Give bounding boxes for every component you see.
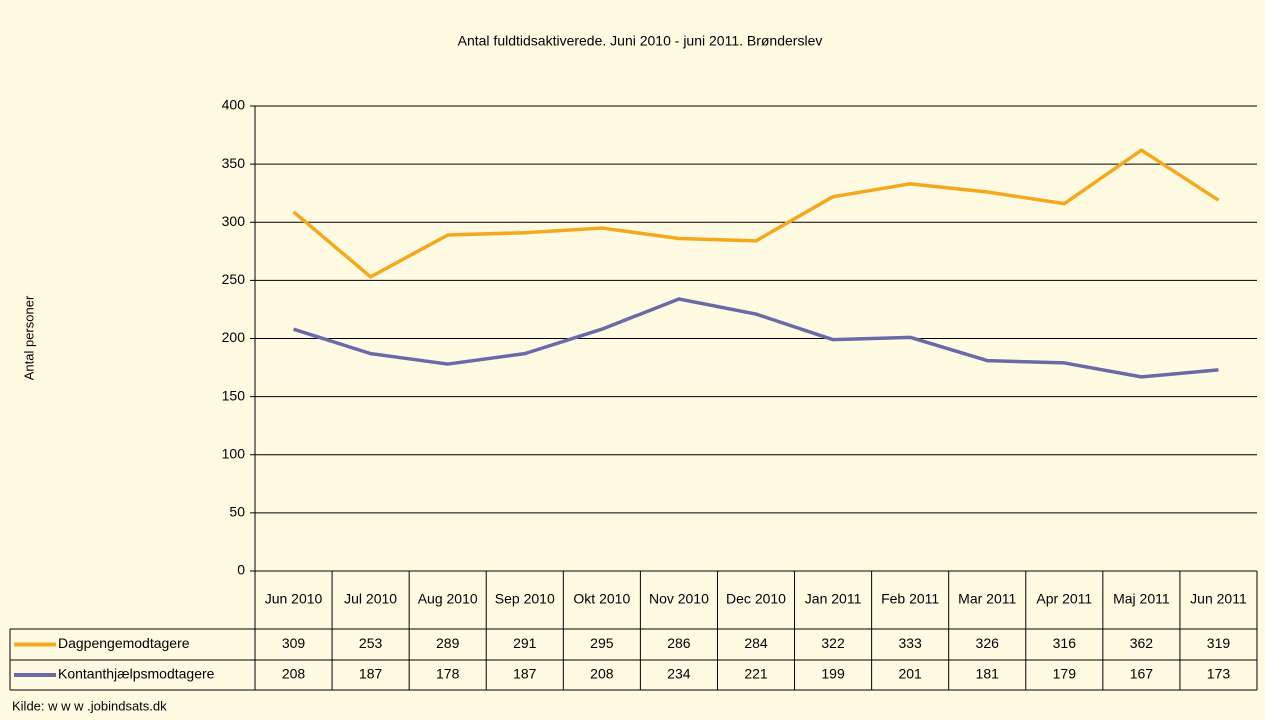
x-tick-label: Jul 2010 — [344, 591, 397, 607]
y-tick-label: 50 — [229, 504, 245, 520]
x-tick-label: Nov 2010 — [649, 591, 709, 607]
y-tick-label: 100 — [222, 445, 246, 461]
x-tick-label: Jun 2011 — [1190, 591, 1247, 607]
x-tick-label: Sep 2010 — [495, 591, 555, 607]
source: Kilde: w w w .jobindsats.dk — [12, 698, 167, 713]
y-tick-label: 200 — [222, 329, 246, 345]
table-value: 234 — [667, 666, 691, 682]
table-value: 179 — [1053, 666, 1077, 682]
x-tick-label: Okt 2010 — [573, 591, 630, 607]
table-value: 167 — [1130, 666, 1154, 682]
table-value: 316 — [1053, 635, 1077, 651]
x-tick-label: Jan 2011 — [805, 591, 862, 607]
table-value: 208 — [590, 666, 614, 682]
table-value: 187 — [359, 666, 383, 682]
chart-title: Antal fuldtidsaktiverede. Juni 2010 - ju… — [458, 33, 823, 49]
x-tick-label: Dec 2010 — [726, 591, 786, 607]
table-value: 221 — [744, 666, 768, 682]
legend-label: Dagpengemodtagere — [58, 635, 190, 651]
table-value: 319 — [1207, 635, 1231, 651]
series-line — [293, 297, 1219, 379]
x-tick-label: Apr 2011 — [1036, 591, 1092, 607]
x-tick-label: Aug 2010 — [418, 591, 478, 607]
table-value: 322 — [821, 635, 845, 651]
y-tick-label: 250 — [222, 271, 246, 287]
x-tick-label: Maj 2011 — [1113, 591, 1170, 607]
series-line — [292, 148, 1220, 279]
table-value: 187 — [513, 666, 537, 682]
table-value: 291 — [513, 635, 537, 651]
y-tick-label: 0 — [237, 562, 245, 578]
table-value: 289 — [436, 635, 460, 651]
table-value: 199 — [821, 666, 845, 682]
table-value: 333 — [898, 635, 922, 651]
table-value: 309 — [282, 635, 306, 651]
y-tick-label: 350 — [222, 155, 246, 171]
x-tick-label: Feb 2011 — [881, 591, 939, 607]
table-value: 362 — [1130, 635, 1154, 651]
table-value: 208 — [282, 666, 306, 682]
x-tick-label: Mar 2011 — [958, 591, 1016, 607]
table-value: 295 — [590, 635, 614, 651]
y-axis-label: Antal personer — [21, 295, 36, 380]
table-value: 173 — [1207, 666, 1231, 682]
y-tick-label: 300 — [222, 213, 246, 229]
table-value: 253 — [359, 635, 383, 651]
table-value: 284 — [744, 635, 768, 651]
y-tick-label: 400 — [222, 97, 246, 113]
table-value: 326 — [976, 635, 1000, 651]
y-tick-label: 150 — [222, 387, 246, 403]
table-value: 178 — [436, 666, 460, 682]
table-value: 181 — [976, 666, 1000, 682]
x-tick-label: Jun 2010 — [265, 591, 323, 607]
legend-label: Kontanthjælpsmodtagere — [58, 666, 215, 682]
table-value: 201 — [898, 666, 922, 682]
table-value: 286 — [667, 635, 691, 651]
